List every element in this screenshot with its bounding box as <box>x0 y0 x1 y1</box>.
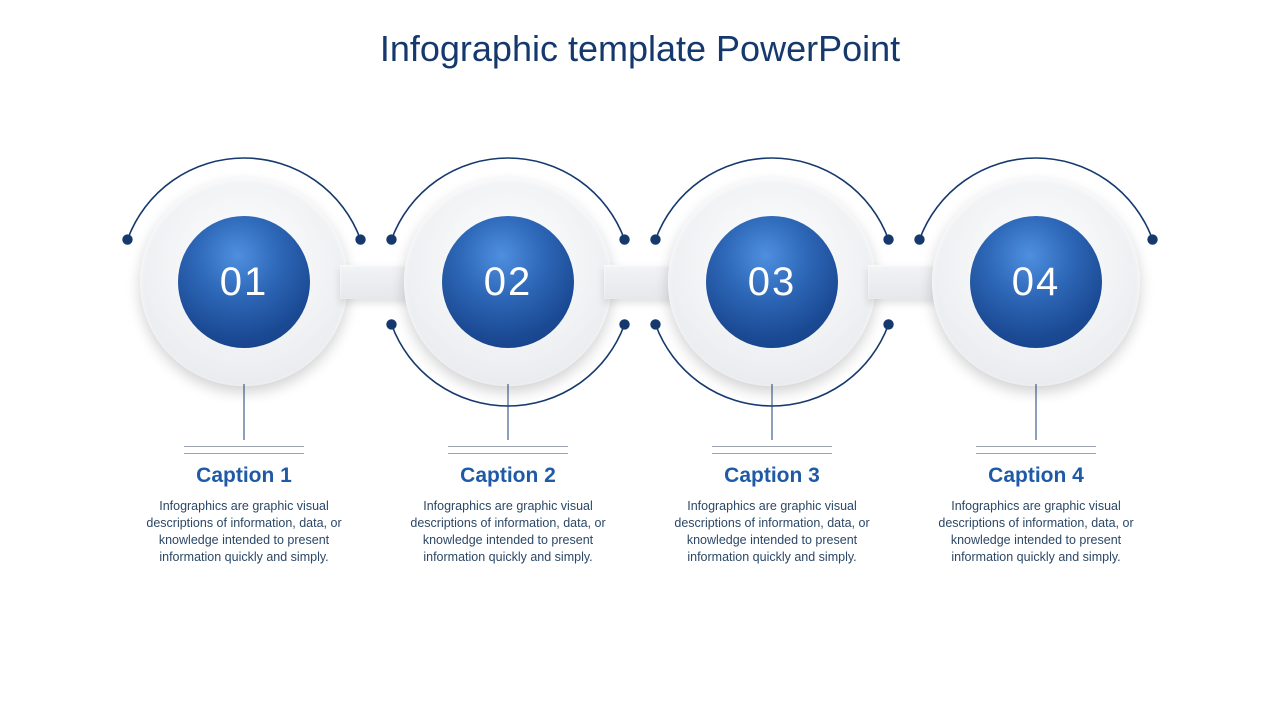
stem-line <box>1036 384 1037 440</box>
inner-circle: 01 <box>178 216 310 348</box>
step-number: 01 <box>220 260 269 305</box>
stem-line <box>772 384 773 440</box>
step-number: 04 <box>1012 260 1061 305</box>
inner-circle: 04 <box>970 216 1102 348</box>
caption-block: Caption 3 Infographics are graphic visual… <box>657 464 887 566</box>
outer-circle: 04 <box>932 178 1140 386</box>
node-row: 01Caption 1Infographics are graphic visu… <box>140 178 1140 386</box>
stem-line <box>508 384 509 440</box>
caption-body: Infographics are graphic visual descript… <box>393 498 623 566</box>
outer-circle: 02 <box>404 178 612 386</box>
caption-title: Caption 3 <box>657 464 887 488</box>
step-number: 03 <box>748 260 797 305</box>
step-number: 02 <box>484 260 533 305</box>
caption-title: Caption 4 <box>921 464 1151 488</box>
divider-double <box>976 446 1096 454</box>
divider-double <box>448 446 568 454</box>
inner-circle: 03 <box>706 216 838 348</box>
caption-body: Infographics are graphic visual descript… <box>921 498 1151 566</box>
step-node-3: 03Caption 3Infographics are graphic visu… <box>668 178 876 386</box>
connector-bar <box>868 265 940 299</box>
outer-circle: 03 <box>668 178 876 386</box>
caption-body: Infographics are graphic visual descript… <box>657 498 887 566</box>
caption-title: Caption 1 <box>129 464 359 488</box>
connector-bar <box>340 265 412 299</box>
outer-circle: 01 <box>140 178 348 386</box>
caption-body: Infographics are graphic visual descript… <box>129 498 359 566</box>
divider-double <box>184 446 304 454</box>
page-title: Infographic template PowerPoint <box>0 28 1280 70</box>
step-node-1: 01Caption 1Infographics are graphic visu… <box>140 178 348 386</box>
caption-block: Caption 1 Infographics are graphic visual… <box>129 464 359 566</box>
stem-line <box>244 384 245 440</box>
connector-bar <box>604 265 676 299</box>
step-node-4: 04Caption 4Infographics are graphic visu… <box>932 178 1140 386</box>
caption-title: Caption 2 <box>393 464 623 488</box>
divider-double <box>712 446 832 454</box>
caption-block: Caption 2 Infographics are graphic visual… <box>393 464 623 566</box>
caption-block: Caption 4 Infographics are graphic visual… <box>921 464 1151 566</box>
inner-circle: 02 <box>442 216 574 348</box>
infographic-stage: Infographic template PowerPoint 01Captio… <box>0 0 1280 720</box>
step-node-2: 02Caption 2Infographics are graphic visu… <box>404 178 612 386</box>
